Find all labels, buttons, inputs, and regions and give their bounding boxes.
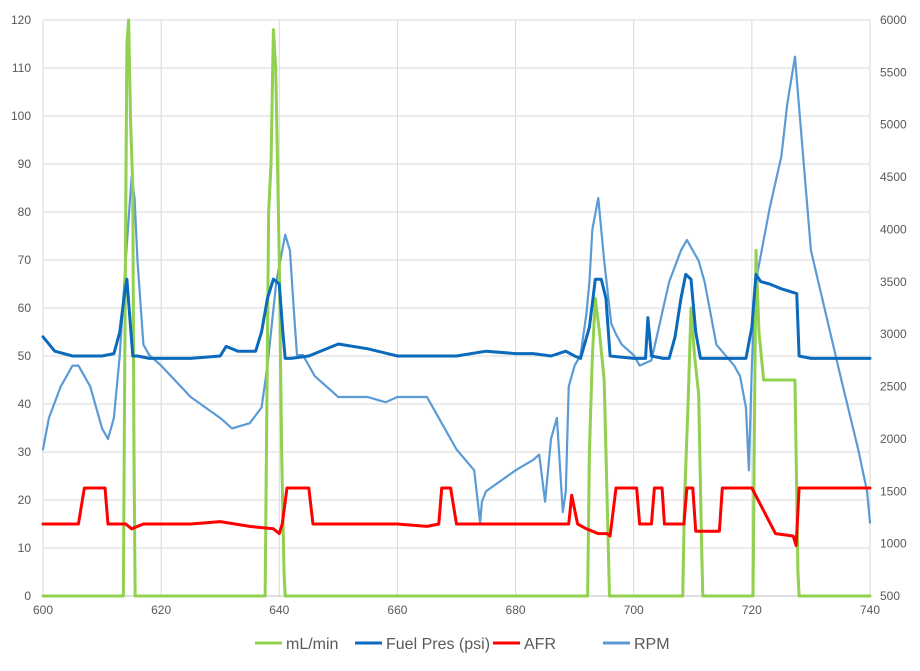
left-tick-label: 90 [18, 157, 32, 171]
legend-label-rpm: RPM [634, 636, 670, 653]
left-tick-label: 40 [18, 397, 32, 411]
legend-label-afr: AFR [524, 636, 556, 653]
x-tick-label: 620 [151, 603, 171, 617]
x-tick-label: 700 [624, 603, 644, 617]
legend-label-fuel-pres-psi: Fuel Pres (psi) [386, 636, 490, 653]
left-tick-label: 100 [11, 109, 31, 123]
left-tick-label: 110 [12, 61, 31, 75]
series-line-fuel-pres-psi [41, 272, 872, 360]
series-line-rpm [41, 55, 872, 524]
right-tick-label: 1000 [880, 537, 907, 551]
right-tick-label: 1500 [880, 484, 907, 498]
right-axis-ticks: 500 1000 1500 2000 2500 3000 3500 4000 4500 5000 5… [880, 13, 907, 603]
legend: mL/min Fuel Pres (psi) AFR RPM [255, 636, 670, 653]
right-tick-label: 3000 [880, 327, 907, 341]
x-tick-label: 680 [506, 603, 526, 617]
right-tick-label: 6000 [880, 13, 907, 27]
right-tick-label: 500 [880, 589, 900, 603]
right-tick-label: 4500 [880, 170, 907, 184]
left-tick-label: 120 [11, 13, 31, 27]
left-tick-label: 50 [18, 349, 32, 363]
x-tick-label: 720 [742, 603, 762, 617]
left-tick-label: 10 [18, 541, 32, 555]
right-tick-label: 2500 [880, 380, 907, 394]
right-tick-label: 5000 [880, 118, 907, 132]
series-line-ml-min [41, 18, 872, 598]
series-line-afr [41, 486, 872, 548]
right-tick-label: 4000 [880, 222, 907, 236]
x-tick-label: 640 [269, 603, 289, 617]
left-tick-label: 70 [18, 253, 32, 267]
left-tick-label: 60 [18, 301, 32, 315]
right-tick-label: 5500 [880, 65, 907, 79]
left-axis-ticks: 0 10 20 30 40 50 60 70 80 90 100 110 120 [11, 13, 31, 603]
x-tick-label: 660 [387, 603, 407, 617]
left-tick-label: 80 [18, 205, 32, 219]
x-axis-ticks: 600 620 640 660 680 700 720 740 [33, 603, 880, 617]
left-tick-label: 30 [18, 445, 32, 459]
series-lines [41, 18, 872, 598]
left-tick-label: 0 [24, 589, 31, 603]
x-tick-label: 600 [33, 603, 53, 617]
x-tick-label: 740 [860, 603, 880, 617]
left-tick-label: 20 [18, 493, 32, 507]
right-tick-label: 2000 [880, 432, 907, 446]
legend-label-ml-min: mL/min [286, 636, 338, 653]
right-tick-label: 3500 [880, 275, 907, 289]
